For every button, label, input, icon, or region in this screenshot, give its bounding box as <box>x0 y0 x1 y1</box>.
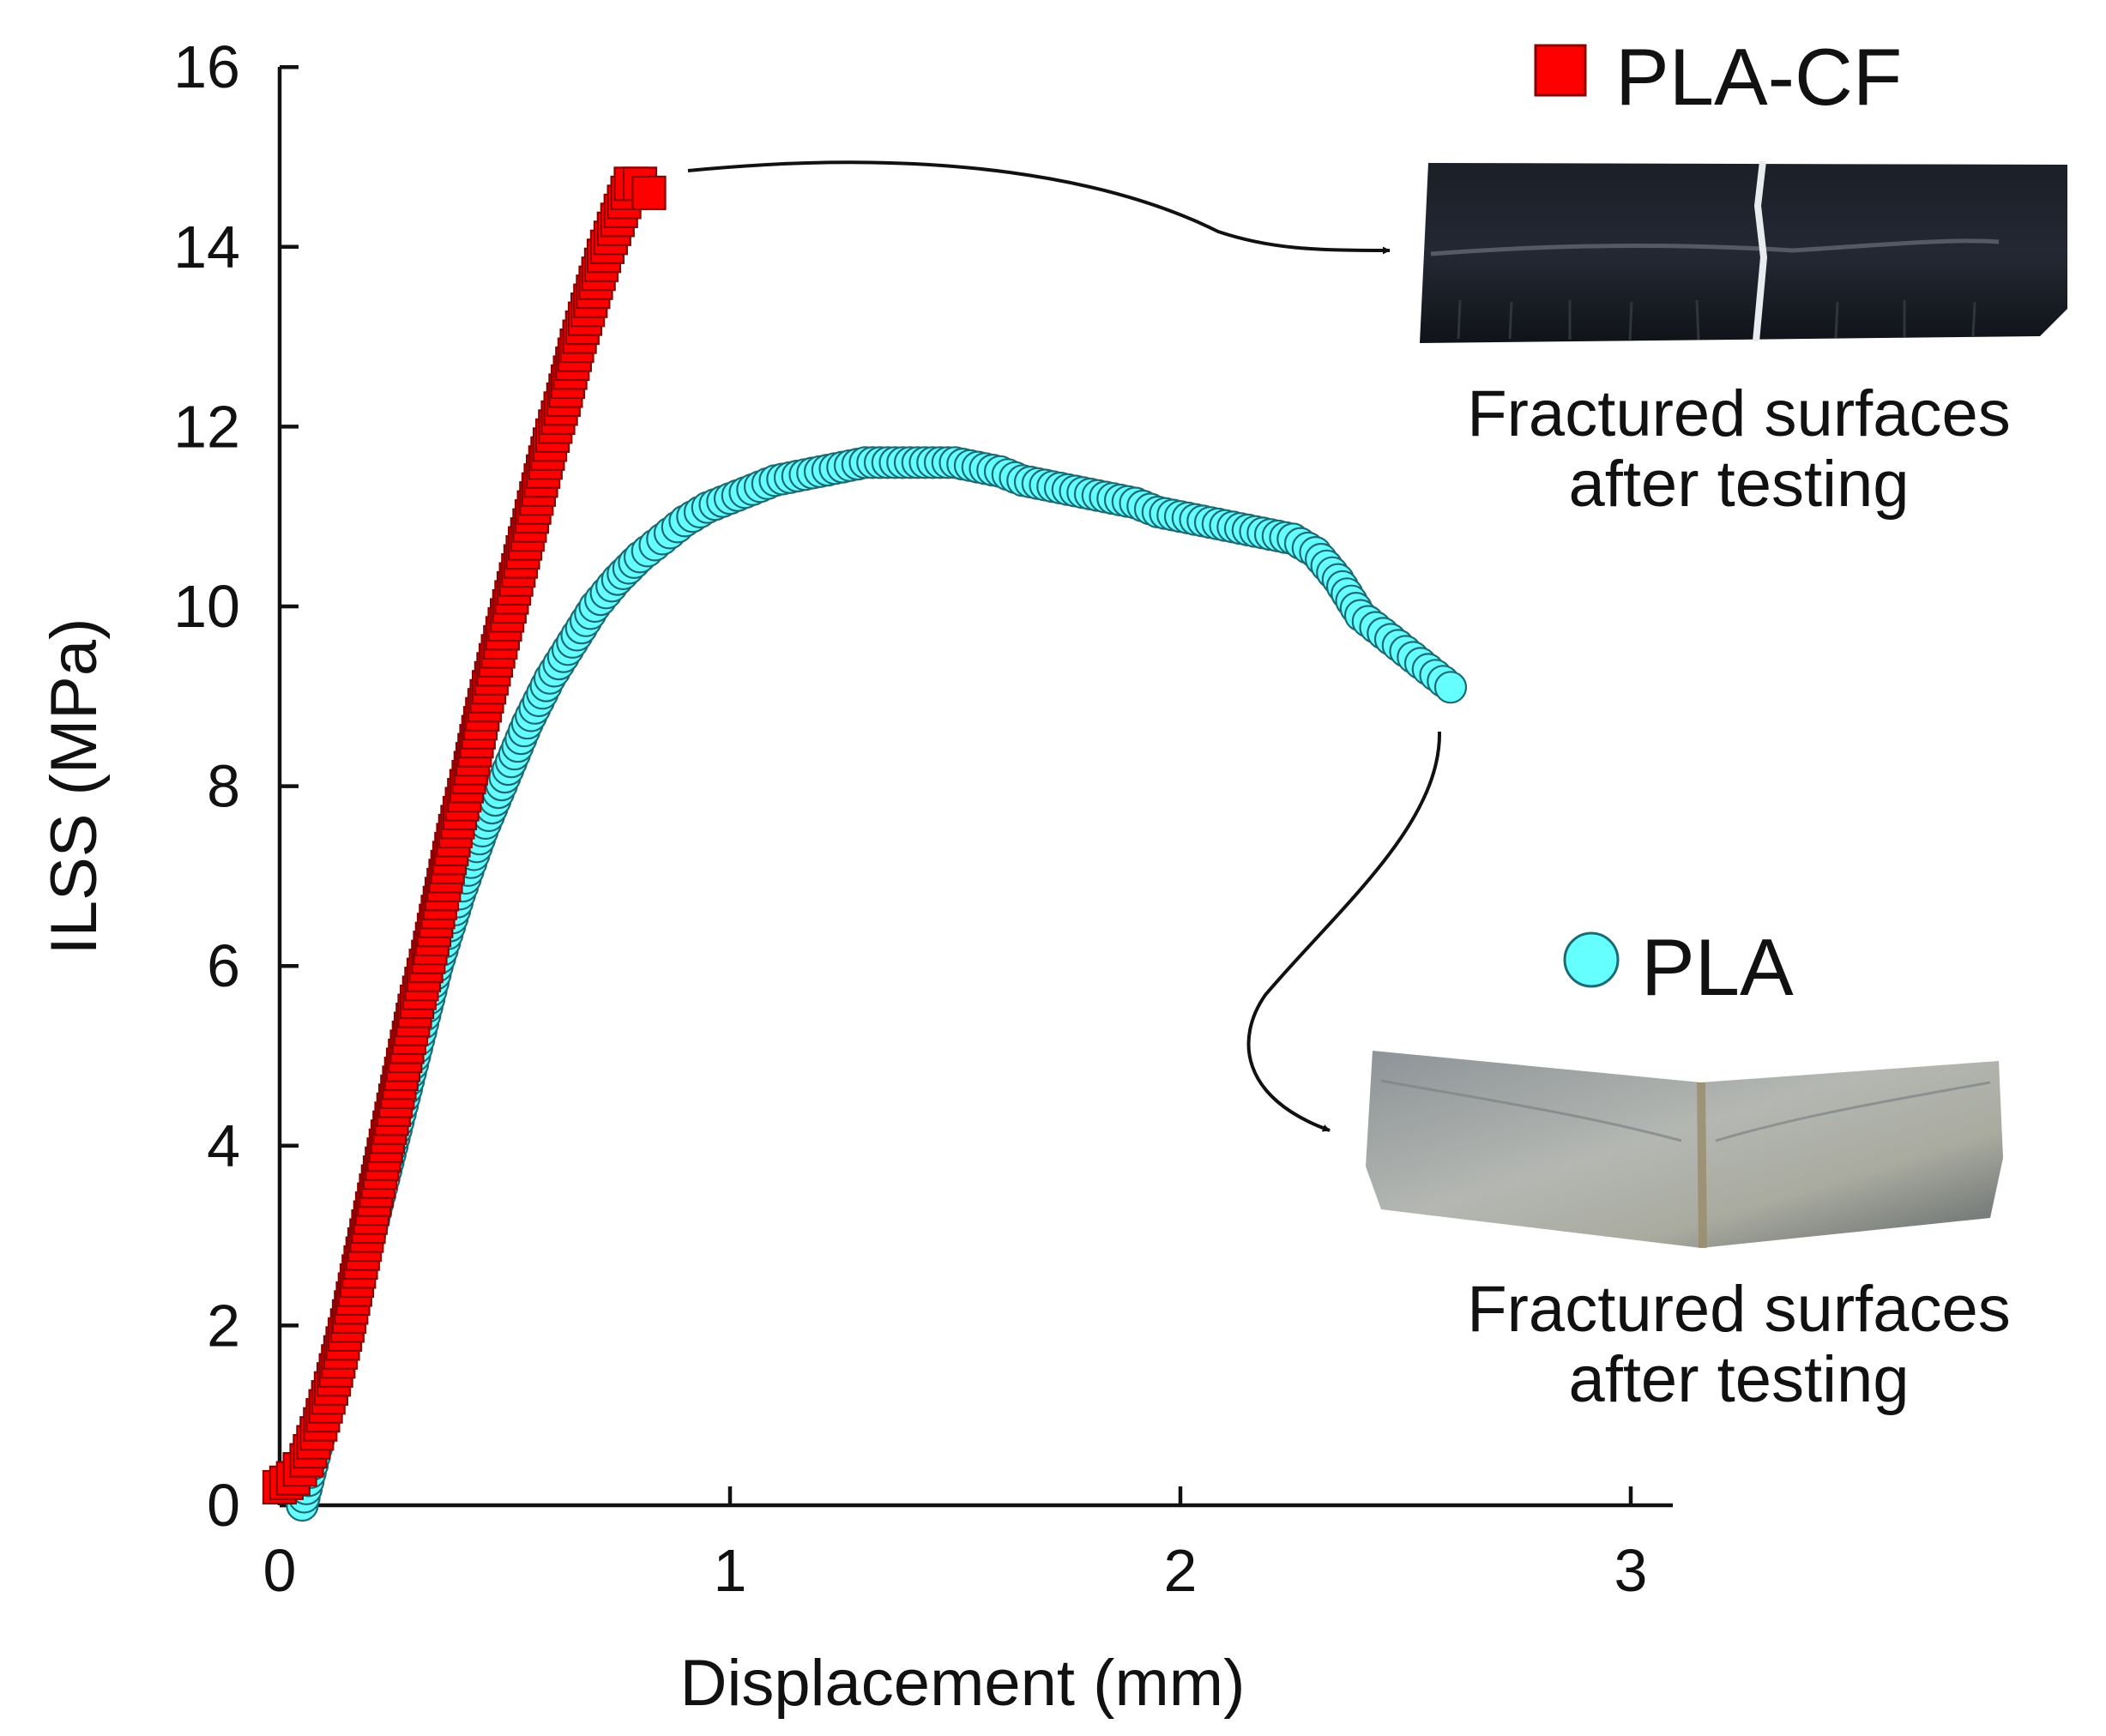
y-tick-label: 12 <box>173 393 240 460</box>
y-tick-label: 2 <box>207 1292 240 1359</box>
legend-label-pla-cf: PLA-CF <box>1615 32 1902 122</box>
arrow-pla-cf-to-photo <box>687 160 1391 255</box>
pla-cf-specimen-photo <box>1420 160 2067 343</box>
y-tick-label: 6 <box>207 932 240 999</box>
caption-top-line2: after testing <box>1568 448 1909 521</box>
caption-top: Fractured surfaces after testing <box>1467 377 2011 521</box>
caption-bottom: Fractured surfaces after testing <box>1467 1273 2011 1416</box>
legend-pla: PLA <box>1563 922 1794 1012</box>
pla-cf-data-point <box>631 175 667 210</box>
y-axis-ticks: 0 2 4 6 8 10 12 14 16 <box>173 33 299 1539</box>
legend-marker-pla <box>1563 931 1620 988</box>
x-tick-label: 0 <box>263 1537 297 1604</box>
y-tick-label: 0 <box>207 1472 240 1539</box>
caption-bottom-line1: Fractured surfaces <box>1467 1273 2011 1346</box>
legend-marker-pla-cf <box>1534 44 1587 97</box>
series-pla <box>286 446 1468 1522</box>
x-axis-title: Displacement (mm) <box>680 1647 1246 1720</box>
y-tick-label: 14 <box>173 214 240 280</box>
y-tick-label: 4 <box>207 1112 240 1179</box>
series-pla-cf <box>262 166 667 1505</box>
y-tick-label: 10 <box>173 573 240 640</box>
y-tick-label: 8 <box>207 753 240 820</box>
y-tick-label: 16 <box>173 33 240 100</box>
legend-label-pla: PLA <box>1641 922 1794 1012</box>
arrow-pla-to-photo <box>1246 731 1442 1132</box>
caption-top-line1: Fractured surfaces <box>1467 377 2011 450</box>
y-axis-title: ILSS (MPa) <box>38 618 111 955</box>
x-tick-label: 3 <box>1614 1537 1648 1604</box>
pla-specimen-photo <box>1366 1051 2003 1249</box>
x-tick-label: 2 <box>1164 1537 1198 1604</box>
legend-pla-cf: PLA-CF <box>1534 32 1902 122</box>
pla-data-point <box>1433 671 1468 704</box>
caption-bottom-line2: after testing <box>1568 1343 1909 1416</box>
x-tick-label: 1 <box>714 1537 747 1604</box>
